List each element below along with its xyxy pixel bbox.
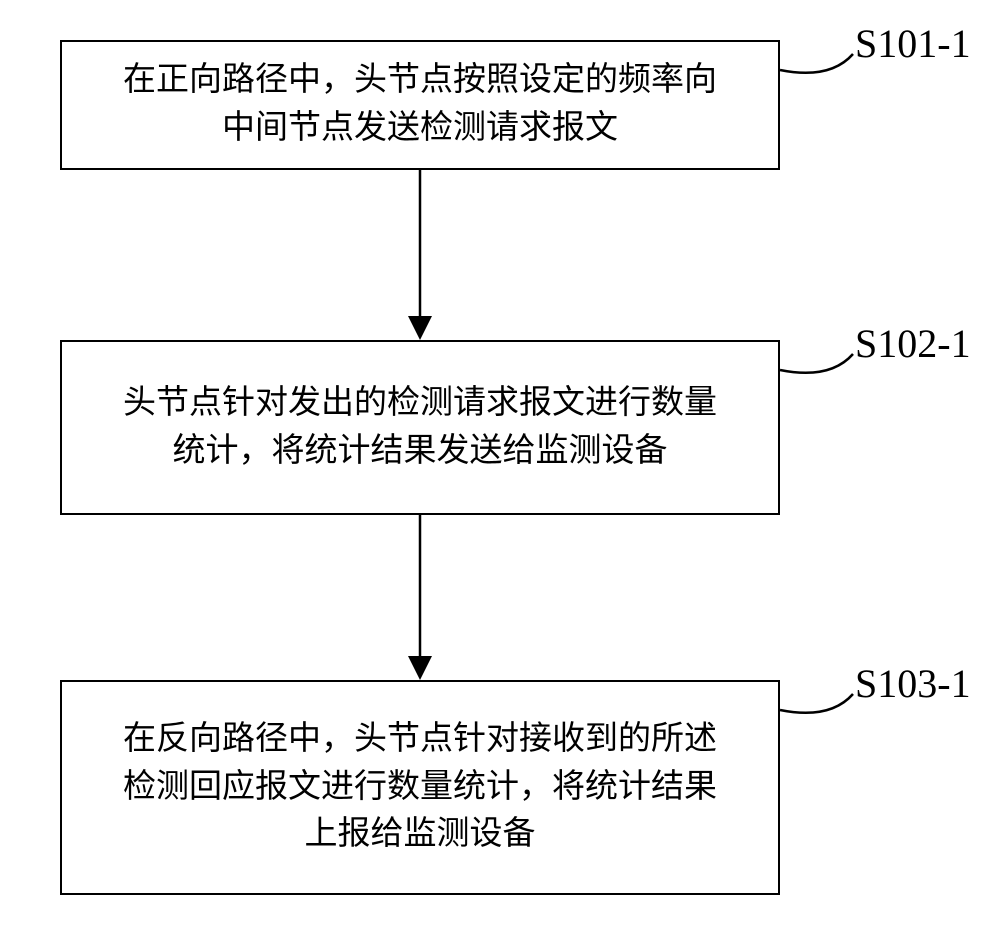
label-connector [780, 54, 853, 73]
step-label-s102-1: S102-1 [855, 320, 971, 367]
flowchart-canvas: 在正向路径中，头节点按照设定的频率向 中间节点发送检测请求报文 S101-1 头… [0, 0, 1000, 933]
flow-node-s101-1: 在正向路径中，头节点按照设定的频率向 中间节点发送检测请求报文 [60, 40, 780, 170]
node-text: 头节点针对发出的检测请求报文进行数量 统计，将统计结果发送给监测设备 [123, 380, 717, 476]
arrow-head-icon [408, 656, 432, 680]
node-text: 在正向路径中，头节点按照设定的频率向 中间节点发送检测请求报文 [123, 57, 717, 153]
step-label-s101-1: S101-1 [855, 20, 971, 67]
label-connector [780, 354, 853, 373]
flow-node-s103-1: 在反向路径中，头节点针对接收到的所述 检测回应报文进行数量统计，将统计结果 上报… [60, 680, 780, 895]
flow-node-s102-1: 头节点针对发出的检测请求报文进行数量 统计，将统计结果发送给监测设备 [60, 340, 780, 515]
arrow-head-icon [408, 316, 432, 340]
label-connector [780, 694, 853, 713]
node-text: 在反向路径中，头节点针对接收到的所述 检测回应报文进行数量统计，将统计结果 上报… [123, 716, 717, 860]
step-label-s103-1: S103-1 [855, 660, 971, 707]
